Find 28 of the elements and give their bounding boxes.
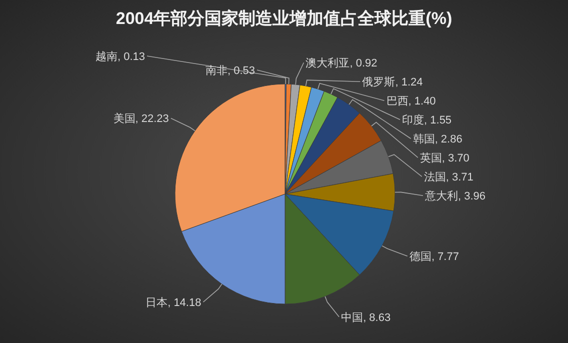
- data-label: , 14.18: [168, 297, 202, 310]
- slice-label: 韩国: [412, 132, 435, 146]
- data-label: , 1.40: [408, 96, 436, 108]
- slice-label: 南非: [205, 64, 228, 77]
- data-label: , 0.92: [350, 58, 378, 70]
- slice-label: 中国: [341, 310, 364, 324]
- slice-label: 意大利: [424, 190, 458, 203]
- data-label: , 8.63: [363, 312, 391, 324]
- slice-label: 俄罗斯: [362, 76, 396, 89]
- slice-label: 日本: [146, 296, 168, 310]
- slice-label: 美国: [113, 112, 136, 126]
- data-label: , 1.55: [424, 114, 452, 127]
- slice-label: 印度: [402, 114, 424, 127]
- data-label: , 3.96: [458, 190, 486, 203]
- data-label: , 0.13: [117, 51, 145, 63]
- chart-title: 2004年部分国家制造业增加值占全球比重(%): [116, 9, 452, 28]
- slice-label: 巴西: [386, 96, 408, 108]
- data-label: , 7.77: [431, 251, 459, 264]
- slice-label: 越南: [95, 50, 118, 63]
- slice-label: 德国: [409, 251, 432, 264]
- data-label: , 3.70: [442, 152, 470, 165]
- slice-label: 法国: [424, 170, 446, 184]
- data-label: , 1.24: [395, 76, 423, 89]
- data-label: , 22.23: [135, 113, 169, 126]
- slice-label: 英国: [420, 152, 442, 165]
- data-label: , 3.71: [446, 172, 474, 184]
- slice-label: 澳大利亚: [306, 56, 350, 70]
- data-label: , 2.86: [434, 134, 462, 146]
